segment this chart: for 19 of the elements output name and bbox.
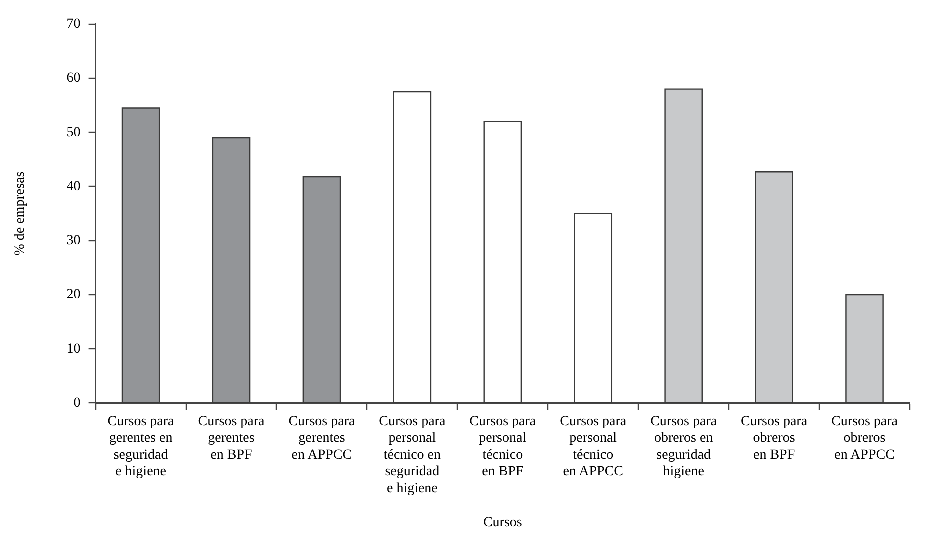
x-tick-label: Cursos para gerentes en seguridad e higiene (108, 414, 176, 480)
y-tick-label: 10 (66, 342, 81, 357)
y-tick-label: 30 (66, 234, 81, 249)
x-tick-label: Cursos para personal técnico en APPCC (560, 414, 628, 480)
y-tick-label: 70 (66, 17, 81, 32)
y-tick-label: 20 (66, 288, 81, 303)
x-tick-label: Cursos para gerentes en BPF (198, 414, 266, 463)
x-tick-label: Cursos para personal técnico en BPF (470, 414, 537, 480)
x-tick-label: Cursos para obreros en APPCC (832, 414, 899, 463)
x-tick-label: Cursos para personal técnico en seguridad e higiene (379, 414, 446, 496)
y-tick-label: 40 (66, 179, 81, 194)
x-tick-label: Cursos para gerentes en APPCC (288, 414, 356, 463)
y-tick-label: 0 (74, 396, 81, 411)
y-tick-label: 60 (66, 71, 81, 86)
x-axis-title: Cursos (483, 515, 522, 530)
x-tick-label: Cursos para obreros en BPF (741, 414, 808, 463)
y-axis-title: % de empresas (13, 172, 28, 256)
y-tick-label: 50 (66, 125, 81, 140)
x-tick-label: Cursos para obreros en seguridad higiene (650, 414, 718, 480)
